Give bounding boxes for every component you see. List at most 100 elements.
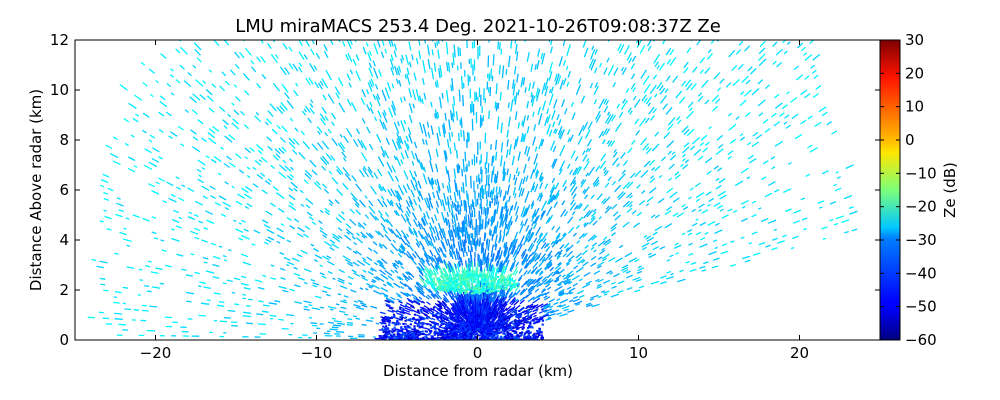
- radar-gate: [546, 286, 552, 291]
- near-echo-pixel: [517, 337, 520, 340]
- near-echo-pixel: [475, 335, 478, 338]
- radar-gate: [419, 306, 425, 310]
- radar-gate: [400, 230, 408, 239]
- cloud-echo-pixel: [444, 284, 448, 286]
- radar-gate: [398, 79, 402, 87]
- radar-gate: [233, 84, 238, 88]
- radar-gate: [546, 123, 552, 135]
- radar-gate: [610, 226, 617, 232]
- radar-gate: [597, 240, 606, 247]
- cloud-echo-pixel: [484, 276, 488, 279]
- radar-gate: [545, 246, 551, 253]
- radar-gate: [525, 225, 530, 232]
- radar-gate: [352, 197, 360, 206]
- radar-gate: [806, 144, 813, 149]
- radar-gate: [423, 198, 429, 208]
- radar-gate: [365, 42, 369, 47]
- radar-gate: [742, 205, 746, 209]
- radar-gate: [265, 210, 273, 216]
- radar-gate: [573, 300, 583, 305]
- radar-gate: [515, 136, 519, 147]
- near-echo-pixel: [528, 326, 532, 329]
- cloud-echo-pixel: [430, 284, 434, 287]
- radar-gate: [423, 236, 430, 247]
- radar-gate: [530, 252, 534, 257]
- x-axis-ticks: −20 −10 0 10 20: [140, 40, 809, 362]
- near-echo-pixel: [483, 322, 486, 324]
- near-echo-pixel: [513, 337, 516, 340]
- radar-gate: [521, 253, 528, 264]
- radar-gate: [650, 280, 660, 285]
- radar-gate: [310, 278, 316, 282]
- radar-gate: [425, 139, 428, 146]
- radar-gate: [759, 40, 766, 48]
- radar-gate: [288, 137, 296, 145]
- near-echo-pixel: [451, 319, 454, 322]
- radar-gate: [351, 269, 357, 274]
- radar-gate: [650, 214, 656, 219]
- cloud-echo-pixel: [497, 289, 500, 292]
- radar-gate: [367, 166, 373, 174]
- radar-gate: [434, 113, 437, 119]
- radar-gate: [559, 128, 565, 140]
- radar-gate: [566, 286, 572, 290]
- radar-gate: [282, 289, 289, 293]
- near-echo-pixel: [409, 323, 412, 326]
- radar-gate: [308, 304, 313, 307]
- radar-gate: [208, 137, 217, 145]
- near-echo-pixel: [541, 338, 544, 340]
- cloud-echo-pixel: [476, 282, 479, 285]
- near-echo-pixel: [530, 325, 533, 328]
- radar-gate: [262, 310, 269, 313]
- near-echo-pixel: [530, 314, 533, 317]
- near-echo-pixel: [516, 325, 519, 328]
- cloud-echo-pixel: [509, 286, 513, 289]
- radar-gate: [360, 231, 368, 239]
- radar-gate: [603, 98, 608, 105]
- radar-gate: [456, 263, 461, 273]
- radar-gate: [396, 67, 401, 76]
- radar-gate: [391, 262, 397, 267]
- radar-gate: [364, 195, 368, 199]
- radar-gate: [381, 152, 385, 158]
- radar-gate: [495, 83, 498, 95]
- radar-gate: [198, 174, 202, 178]
- radar-gate: [342, 166, 350, 177]
- radar-gate: [686, 47, 692, 54]
- radar-gate: [562, 77, 567, 86]
- radar-gate: [413, 219, 419, 228]
- radar-gate: [99, 277, 106, 280]
- radar-gate: [311, 307, 321, 311]
- radar-gate: [403, 235, 411, 245]
- radar-gate: [235, 153, 242, 159]
- near-echo-pixel: [393, 315, 396, 318]
- radar-gate: [332, 324, 342, 327]
- cloud-echo-pixel: [474, 274, 477, 277]
- radar-gate: [400, 58, 403, 64]
- near-echo-pixel: [527, 330, 530, 333]
- radar-gate: [241, 235, 250, 240]
- cloud-echo-pixel: [452, 288, 455, 291]
- radar-gate: [141, 304, 147, 307]
- radar-gate: [177, 125, 184, 131]
- radar-gate: [268, 302, 278, 305]
- radar-gate: [314, 81, 320, 89]
- radar-gate: [211, 83, 217, 88]
- radar-gate: [591, 45, 595, 51]
- radar-gate: [400, 159, 404, 165]
- radar-gate: [264, 179, 271, 186]
- cloud-echo-pixel: [505, 288, 508, 291]
- radar-gate: [367, 82, 373, 92]
- chart-title: LMU miraMACS 253.4 Deg. 2021-10-26T09:08…: [235, 16, 721, 37]
- radar-gate: [337, 77, 344, 87]
- radar-gate: [339, 133, 343, 138]
- radar-gate: [607, 64, 615, 76]
- radar-gate: [514, 177, 518, 186]
- radar-gate: [455, 295, 460, 303]
- radar-gate: [742, 25, 747, 31]
- radar-gate: [490, 68, 493, 79]
- near-echo-pixel: [470, 326, 473, 329]
- radar-gate: [717, 87, 722, 92]
- radar-gate: [347, 53, 353, 63]
- radar-gate: [492, 155, 495, 163]
